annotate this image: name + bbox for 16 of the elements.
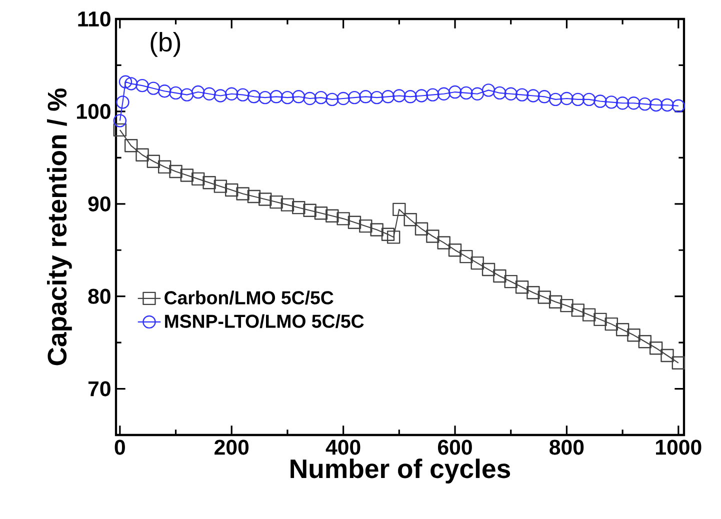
legend-label: MSNP-LTO/LMO 5C/5C xyxy=(165,314,364,328)
x-tick-label: 800 xyxy=(550,440,584,455)
x-axis-title: Number of cycles xyxy=(290,458,510,484)
y-tick-label: 80 xyxy=(88,288,110,304)
y-axis-title: Capacity retention / % xyxy=(47,88,72,366)
y-tick-label: 90 xyxy=(88,196,110,212)
y-tick-label: 70 xyxy=(88,381,110,396)
legend-label: Carbon/LMO 5C/5C xyxy=(164,290,334,305)
annotation: (b) xyxy=(150,32,180,57)
x-tick-label: 1000 xyxy=(656,440,702,455)
y-tick-label: 100 xyxy=(77,104,110,119)
x-tick-label: 0 xyxy=(114,440,125,455)
y-tick-label: 110 xyxy=(78,11,110,27)
x-tick-label: 200 xyxy=(214,440,249,455)
x-tick-label: 400 xyxy=(326,440,360,455)
x-tick-label: 600 xyxy=(438,440,472,455)
